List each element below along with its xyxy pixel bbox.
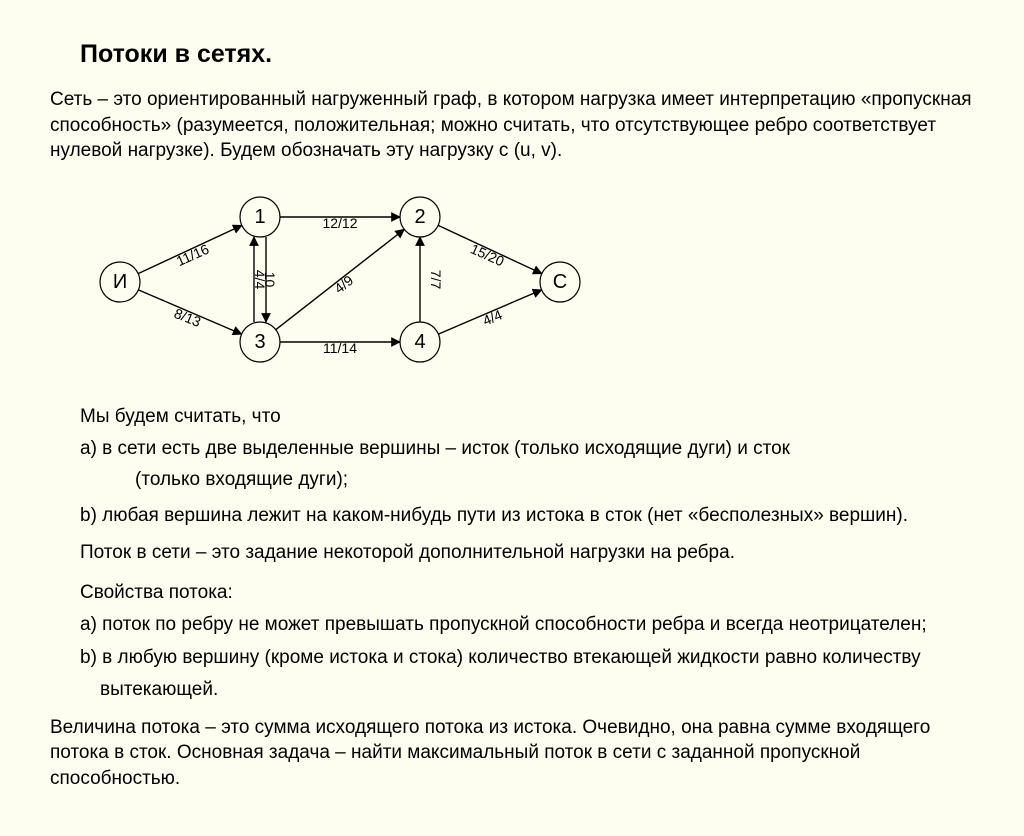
- assume-a-cont: (только входящие дуги);: [135, 467, 974, 493]
- props-a: a) поток по ребру не может превышать про…: [80, 612, 974, 638]
- node-label-1: 1: [254, 206, 265, 228]
- assume-a: a) в сети есть две выделенные вершины – …: [80, 436, 974, 462]
- props-intro: Свойства потока:: [80, 580, 974, 606]
- intro-paragraph: Сеть – это ориентированный нагруженный г…: [50, 87, 974, 164]
- edge-label-3-2: 4/9: [331, 272, 356, 297]
- page-title: Потоки в сетях.: [80, 40, 974, 69]
- node-label-2: 2: [414, 206, 425, 228]
- edge-label-I-1: 11/16: [174, 241, 212, 270]
- props-b-cont: вытекающей.: [100, 677, 974, 703]
- assume-intro: Мы будем считать, что: [80, 404, 974, 430]
- edge-label-I-3: 8/13: [172, 305, 203, 330]
- node-label-C: С: [553, 271, 567, 293]
- edge-label-1-3: 4/4: [252, 270, 268, 290]
- edge-label-4-C: 4/4: [480, 306, 504, 328]
- edge-label-2-C: 15/20: [468, 240, 507, 269]
- edge-label-1-2: 12/12: [322, 215, 357, 231]
- node-label-4: 4: [414, 331, 425, 353]
- network-diagram: 11/168/1312/1215/2011/144/4104/44/97/7И1…: [80, 182, 600, 382]
- edge-label-3-4: 11/14: [323, 340, 357, 356]
- flow-definition: Поток в сети – это задание некоторой доп…: [80, 540, 974, 566]
- node-label-I: И: [113, 271, 127, 293]
- edge-label-4-2: 7/7: [428, 270, 444, 290]
- props-b: b) в любую вершину (кроме истока и стока…: [80, 645, 974, 671]
- node-label-3: 3: [254, 331, 265, 353]
- assume-b: b) любая вершина лежит на каком-нибудь п…: [80, 503, 974, 529]
- magnitude-paragraph: Величина потока – это сумма исходящего п…: [50, 715, 974, 792]
